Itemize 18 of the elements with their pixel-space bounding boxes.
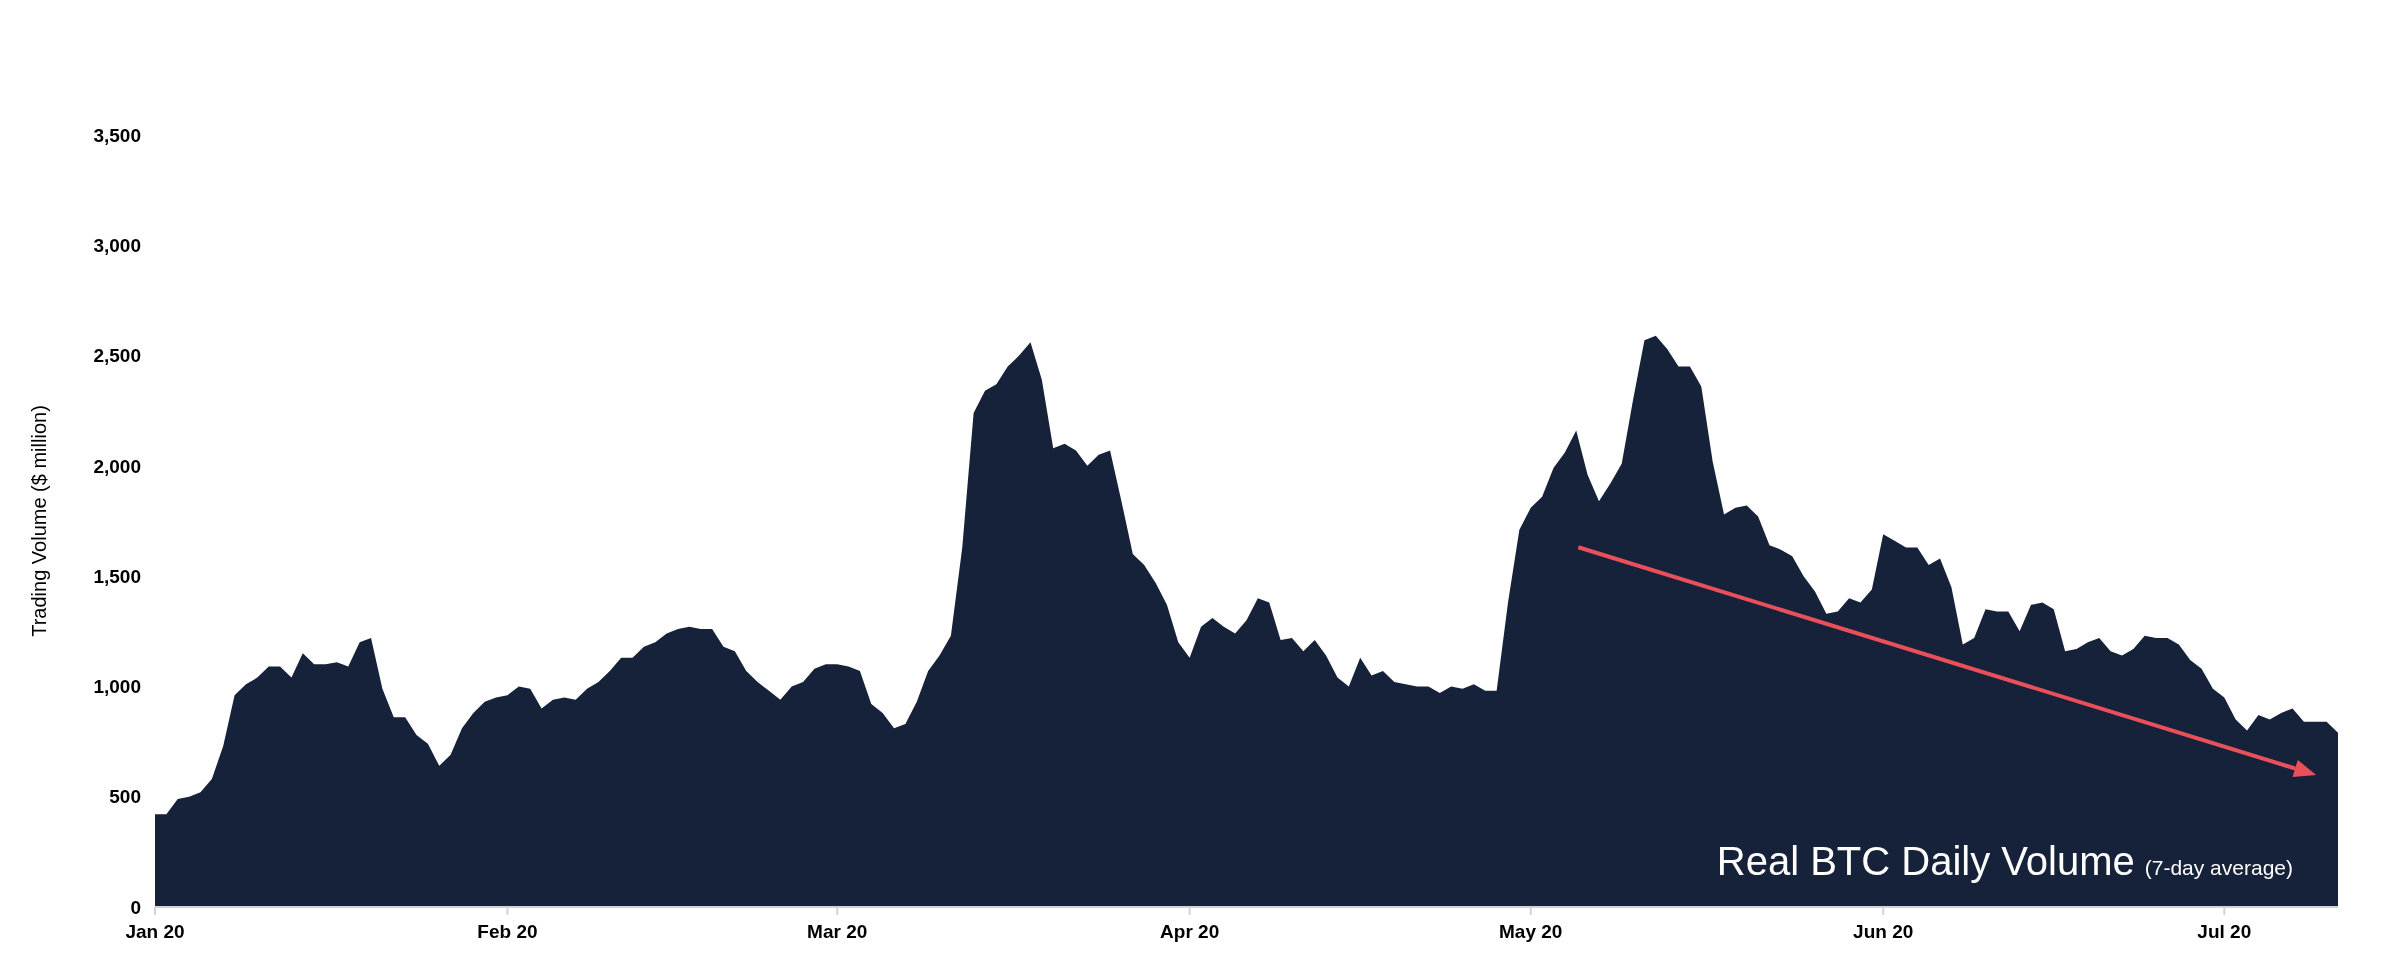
y-tick-label: 3,500	[93, 124, 141, 146]
y-tick-label: 2,500	[93, 345, 141, 367]
annotation: Real BTC Daily Volume	[1716, 839, 2135, 883]
x-tick-label: Jul 20	[2197, 921, 2252, 942]
y-tick-label: 0	[130, 896, 141, 918]
x-tick-label: Jan 20	[125, 921, 185, 942]
y-tick-label: 2,000	[93, 455, 141, 477]
y-tick-label: 3,000	[93, 234, 141, 256]
y-tick-label: 1,500	[93, 565, 141, 587]
y-axis-title: Trading Volume ($ million)	[28, 405, 50, 637]
y-tick-label: 500	[109, 786, 141, 808]
x-tick-label: Apr 20	[1160, 921, 1220, 942]
annotation: (7-day average)	[2144, 856, 2293, 879]
x-tick-label: May 20	[1499, 921, 1563, 942]
x-tick-label: Feb 20	[477, 921, 538, 942]
y-tick-label: 1,000	[93, 676, 141, 698]
x-tick-label: Jun 20	[1853, 921, 1914, 942]
x-tick-label: Mar 20	[807, 921, 868, 942]
